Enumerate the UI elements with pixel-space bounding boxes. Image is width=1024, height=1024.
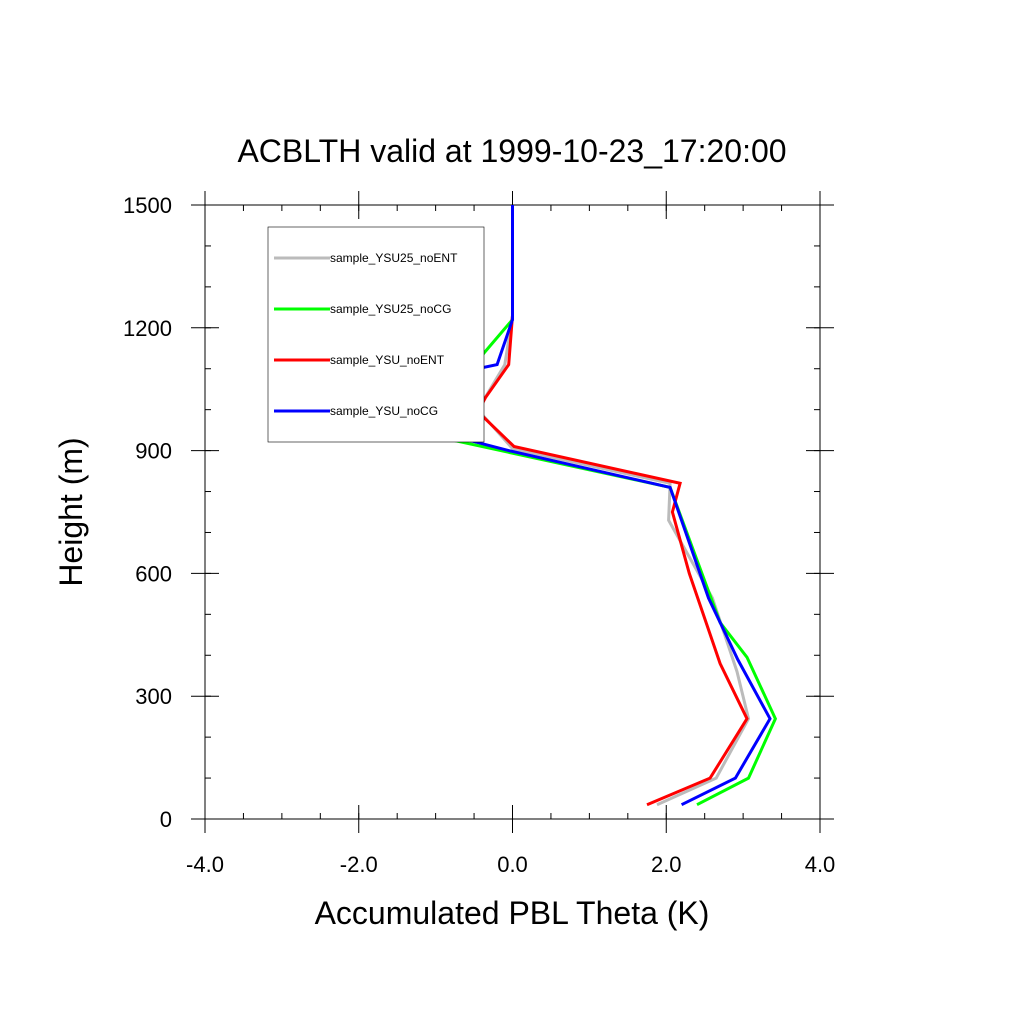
- legend-label: sample_YSU25_noCG: [330, 302, 451, 316]
- legend: sample_YSU25_noENT sample_YSU25_noCGsampl…: [267, 226, 485, 443]
- series-line-sample_YSU25_noENT: [476, 205, 751, 807]
- x-tick-label: 0.0: [497, 852, 528, 877]
- x-tick-label: 4.0: [805, 852, 836, 877]
- series-line-sample_YSU_noENT: [476, 205, 749, 807]
- y-tick-label: 900: [135, 439, 172, 464]
- legend-box: [267, 226, 485, 443]
- y-tick-label: 1200: [123, 316, 172, 341]
- y-axis-label: Height (m): [53, 437, 89, 586]
- y-tick-label: 600: [135, 561, 172, 586]
- x-axis-label: Accumulated PBL Theta (K): [315, 895, 710, 931]
- y-tick-label: 1500: [123, 193, 172, 218]
- y-tick-label: 0: [160, 807, 172, 832]
- chart-title: ACBLTH valid at 1999-10-23_17:20:00: [237, 133, 786, 169]
- axis-ticks: [191, 191, 834, 833]
- legend-label: sample_YSU_noENT: [330, 353, 445, 367]
- x-tick-label: -4.0: [186, 852, 224, 877]
- plot-series: [277, 205, 778, 807]
- x-tick-label: 2.0: [651, 852, 682, 877]
- y-tick-label: 300: [135, 684, 172, 709]
- axis-tick-labels: -4.0 -2.0 0.0 2.0 4.0 0 300 600 900 1200 1500: [123, 193, 835, 877]
- legend-label: sample_YSU25_noENT: [330, 251, 458, 265]
- x-tick-label: -2.0: [340, 852, 378, 877]
- legend-label: sample_YSU_noCG: [330, 404, 438, 418]
- series-line-sample_YSU_noCG: [281, 205, 772, 807]
